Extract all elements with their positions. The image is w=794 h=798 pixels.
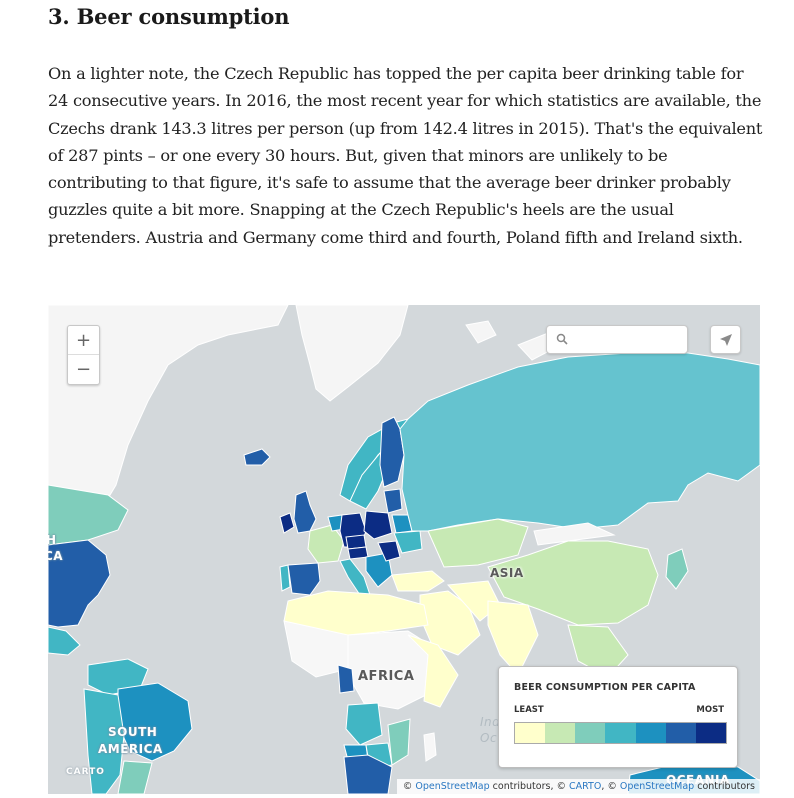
article-paragraph: On a lighter note, the Czech Republic ha… (48, 64, 763, 247)
russia (399, 352, 760, 532)
korea-japan (665, 548, 689, 590)
beer-consumption-map[interactable]: + − H CA ASIA AFRICA SOUTH AMERICA Ind O… (48, 305, 760, 794)
map-label-indian-ocean-1: Ind (480, 715, 501, 729)
legend-swatch (635, 723, 666, 743)
map-label-indian-ocean-2: Oc (480, 731, 498, 745)
carto-link[interactable]: CARTO (569, 781, 602, 792)
legend-swatch (515, 723, 546, 743)
south-africa (343, 754, 393, 794)
romania (377, 540, 401, 562)
mexico-caribbean (48, 626, 81, 656)
map-label-north-america-1: H (48, 533, 57, 547)
greenland (295, 305, 409, 402)
portugal (279, 564, 291, 592)
ukraine (393, 530, 423, 554)
iceland (243, 448, 271, 466)
legend-swatch (605, 723, 636, 743)
magnifier-icon (556, 333, 568, 345)
map-label-africa: AFRICA (358, 669, 415, 684)
poland (363, 510, 393, 540)
map-label-south-america-2: AMERICA (98, 742, 163, 756)
east-africa (407, 634, 459, 708)
legend-swatch (695, 723, 726, 743)
mongolia (533, 522, 616, 546)
osm-link[interactable]: OpenStreetMap (619, 781, 695, 792)
carto-logo: CARTO (66, 767, 105, 777)
attribution-text: contributors (694, 781, 755, 792)
map-basemap[interactable] (48, 305, 760, 794)
turkey (391, 570, 445, 592)
map-label-south-america-1: SOUTH (108, 725, 158, 739)
osm-link[interactable]: OpenStreetMap (415, 781, 490, 792)
attribution-text: , © (601, 781, 620, 792)
cameroon-gabon (337, 664, 355, 694)
usa (48, 539, 111, 628)
madagascar (423, 732, 437, 762)
ireland (279, 512, 295, 534)
angola-congo (345, 702, 383, 746)
legend-title: BEER CONSUMPTION PER CAPITA (514, 682, 696, 693)
india (487, 600, 539, 676)
mozambique (387, 718, 411, 766)
map-legend: BEER CONSUMPTION PER CAPITA LEAST MOST (498, 666, 738, 768)
finland (379, 416, 405, 488)
kazakhstan (427, 518, 529, 568)
canada-east (48, 484, 129, 546)
west-africa (283, 620, 349, 678)
argentina (117, 760, 153, 794)
legend-swatch (545, 723, 576, 743)
locate-button[interactable] (710, 325, 741, 354)
legend-swatch (665, 723, 696, 743)
map-attribution: © OpenStreetMap contributors, © CARTO, ©… (396, 779, 760, 794)
uk (293, 490, 317, 534)
zoom-out-button[interactable]: − (75, 359, 92, 380)
legend-max-label: MOST (696, 705, 724, 715)
map-label-asia: ASIA (490, 566, 524, 580)
baltics (383, 488, 403, 514)
andes (83, 688, 125, 794)
paper-plane-icon (719, 333, 732, 346)
zoom-in-button[interactable]: + (68, 326, 99, 355)
zoom-control: + − (67, 325, 100, 385)
attribution-text: © (402, 781, 416, 792)
map-search-box (546, 325, 688, 354)
austria (347, 546, 369, 560)
attribution-text: contributors, © (489, 781, 570, 792)
legend-min-label: LEAST (514, 705, 544, 715)
spain (287, 562, 321, 596)
legend-color-scale (514, 722, 727, 744)
map-search-input[interactable] (573, 330, 685, 351)
section-heading: 3. Beer consumption (48, 4, 290, 29)
france (307, 524, 345, 564)
legend-swatch (575, 723, 606, 743)
map-label-north-america-2: CA (48, 549, 64, 563)
china (487, 540, 659, 626)
